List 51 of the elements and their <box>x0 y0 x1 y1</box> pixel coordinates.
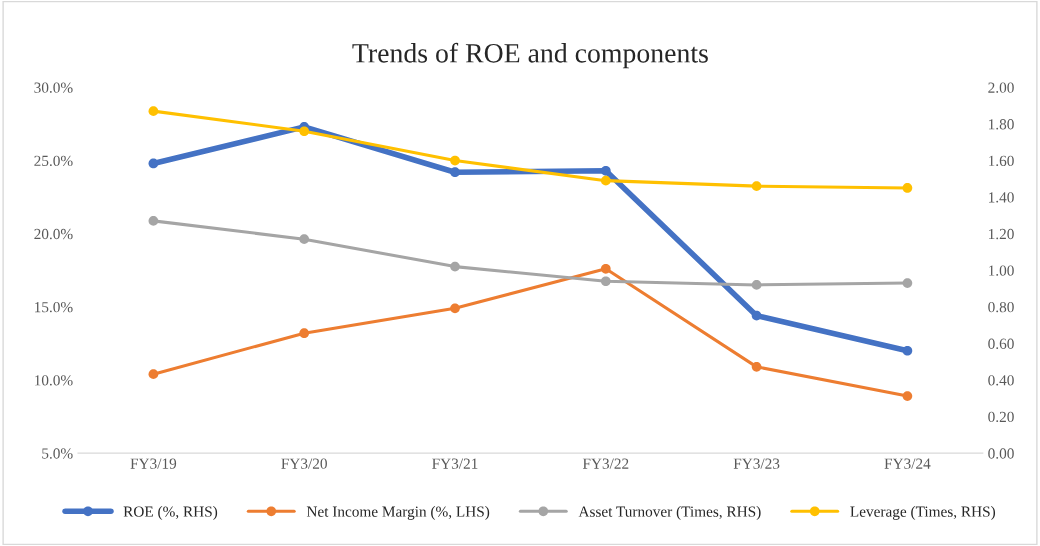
y-tick-label: 25.0% <box>34 155 73 167</box>
y2-tick-label: 0.00 <box>988 448 1014 459</box>
legend-label: Asset Turnover (Times, RHS) <box>578 506 761 520</box>
point <box>600 276 611 287</box>
point <box>751 310 762 321</box>
point <box>148 158 159 169</box>
point <box>450 167 460 178</box>
point <box>299 234 310 245</box>
y-tick-label: 5.0% <box>42 448 73 459</box>
legend-label: Leverage (Times, RHS) <box>850 506 996 520</box>
legend-label: ROE (%, RHS) <box>123 506 218 520</box>
point <box>450 261 460 272</box>
y2-tick-label: 0.60 <box>988 338 1014 349</box>
y2-tick-label: 1.00 <box>989 265 1014 276</box>
y2-tick-label: 1.40 <box>989 192 1014 203</box>
x-tick-label: FY3/22 <box>582 458 629 469</box>
y2-tick-label: 0.20 <box>988 411 1014 423</box>
point <box>902 183 913 193</box>
point <box>902 278 913 288</box>
point <box>751 181 762 191</box>
y2-tick-label: 1.20 <box>989 228 1014 240</box>
x-tick-label: FY3/21 <box>432 458 478 469</box>
x-tick-label: FY3/19 <box>130 458 177 469</box>
y-tick-label: 10.0% <box>35 375 73 386</box>
y-tick-label: 30.0% <box>34 82 73 93</box>
point <box>751 280 762 290</box>
y2-tick-label: 0.40 <box>988 375 1014 386</box>
y2-tick-label: 1.80 <box>989 119 1014 130</box>
point <box>299 328 310 339</box>
point <box>600 175 611 186</box>
x-tick-label: FY3/23 <box>733 458 780 469</box>
point <box>902 391 913 401</box>
point <box>148 106 159 116</box>
point <box>148 216 159 226</box>
point <box>299 126 310 137</box>
legend-label: Net Income Margin (%, LHS) <box>306 506 490 520</box>
point <box>600 165 611 176</box>
chart-title: Trends of ROE and components <box>352 42 708 69</box>
point <box>450 155 460 166</box>
y-tick-label: 15.0% <box>35 301 73 313</box>
point <box>902 345 913 356</box>
point <box>450 303 460 314</box>
y2-tick-label: 0.80 <box>988 301 1014 313</box>
y2-tick-label: 1.60 <box>989 155 1014 167</box>
y2-tick-label: 2.00 <box>988 82 1014 93</box>
point <box>600 263 611 274</box>
point <box>751 361 762 372</box>
x-tick-label: FY3/24 <box>884 458 931 469</box>
x-tick-label: FY3/20 <box>281 458 327 469</box>
point <box>148 369 159 380</box>
y-tick-label: 20.0% <box>34 228 73 240</box>
